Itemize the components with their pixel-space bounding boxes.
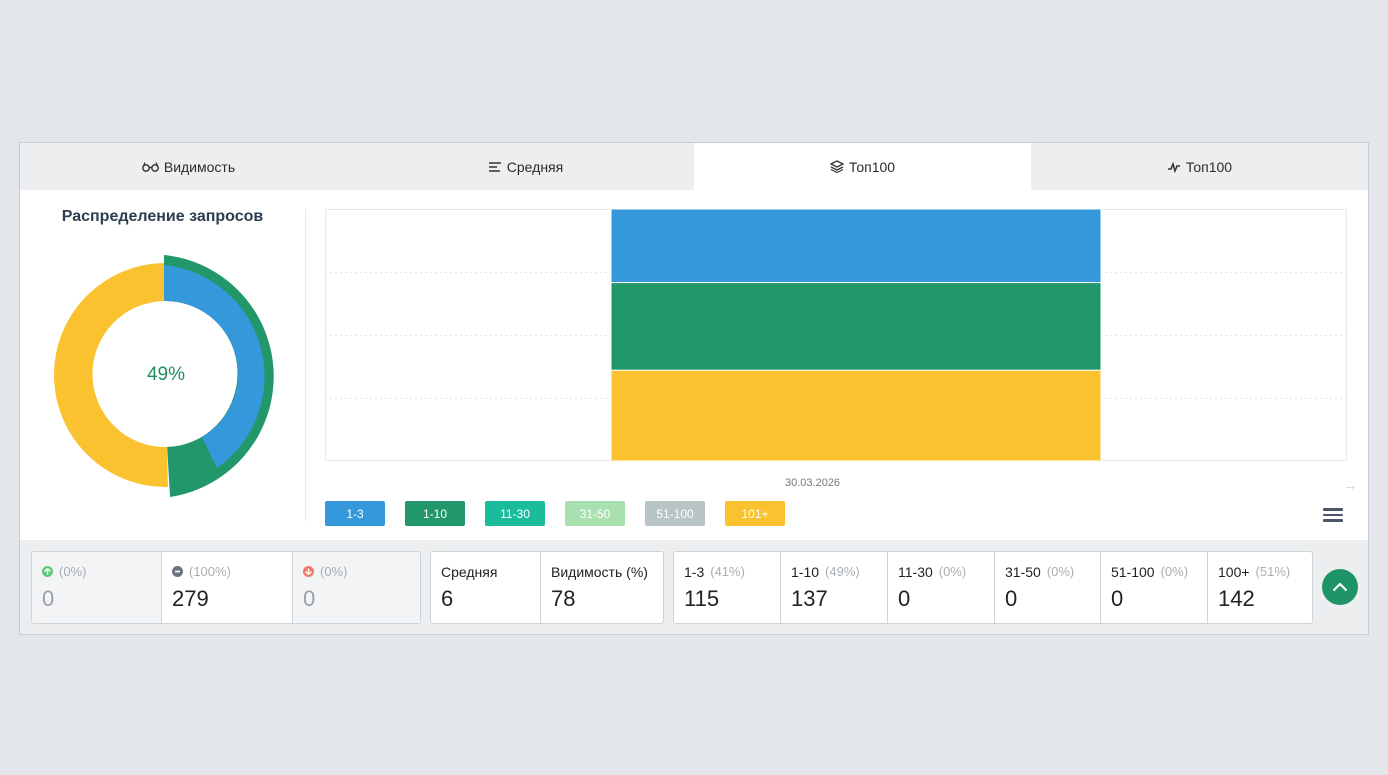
- stat-range-1-10: 1-10 (49%) 137: [780, 552, 887, 623]
- stat-declined: (0%) 0: [292, 552, 420, 623]
- tab-top100[interactable]: Топ100: [694, 143, 1031, 190]
- tab-label: Топ100: [848, 158, 896, 175]
- panel-divider: [305, 209, 306, 521]
- stat-pct: (49%): [825, 564, 860, 579]
- donut-center-label: 49%: [146, 364, 186, 385]
- stat-pct: (0%): [1160, 564, 1189, 579]
- stat-average-position: Средняя 6: [431, 552, 540, 623]
- stat-value: 0: [303, 586, 316, 611]
- tab-label: Средняя: [506, 158, 564, 175]
- scroll-top-button[interactable]: [1322, 569, 1358, 605]
- bar-segment-101plus: [610, 369, 1102, 462]
- chart-bars: [610, 209, 1102, 462]
- panel-title: Распределение запросов: [61, 208, 264, 225]
- stat-value: 115: [684, 586, 720, 611]
- stat-range-1-3: 1-3 (41%) 115: [674, 552, 780, 623]
- legend-item-11-30[interactable]: 11-30: [485, 501, 545, 526]
- legend-item-1-3[interactable]: 1-3: [325, 501, 385, 526]
- stat-label: 1-10: [791, 563, 820, 580]
- stat-pct: (0%): [59, 564, 87, 579]
- chart-scroll-right-icon[interactable]: →: [1343, 477, 1357, 493]
- stat-pct: (0%): [1046, 564, 1075, 579]
- stat-pct: (0%): [938, 564, 967, 579]
- legend-item-31-50[interactable]: 31-50: [565, 501, 625, 526]
- stat-visibility: Видимость (%) 78: [540, 552, 663, 623]
- arrow-down-icon: [303, 566, 314, 577]
- activity-icon: [1167, 161, 1181, 173]
- legend-item-51-100[interactable]: 51-100: [645, 501, 705, 526]
- x-axis-tick-label: 30.03.2026: [785, 477, 841, 489]
- stat-label: Средняя: [441, 563, 498, 580]
- stat-value: 0: [42, 586, 55, 611]
- tab-label: Топ100: [1185, 158, 1233, 175]
- tab-label: Видимость: [163, 158, 236, 175]
- tab-bar: Видимость Средняя Топ100 Топ100: [20, 143, 1368, 190]
- stat-value: 0: [898, 586, 911, 611]
- stat-improved: (0%) 0: [32, 552, 161, 623]
- legend-item-1-10[interactable]: 1-10: [405, 501, 465, 526]
- donut-segment-1-3: [164, 265, 265, 468]
- stat-value: 137: [791, 586, 828, 611]
- glasses-icon: [141, 161, 159, 173]
- tab-average[interactable]: Средняя: [357, 143, 694, 190]
- tab-top100-dynamics[interactable]: Топ100: [1031, 143, 1368, 190]
- stat-range-51-100: 51-100 (0%) 0: [1100, 552, 1207, 623]
- stat-value: 0: [1111, 586, 1124, 611]
- stat-label: 51-100: [1111, 563, 1155, 580]
- legend-item-101plus[interactable]: 101+: [725, 501, 785, 526]
- stat-pct: (41%): [710, 564, 745, 579]
- stat-pct: (51%): [1255, 564, 1291, 579]
- stat-pct: (100%): [189, 564, 231, 579]
- stat-label: Видимость (%): [551, 563, 648, 580]
- ranges-group: 1-3 (41%) 115 1-10 (49%) 137 11-30 (0%) 0 3…: [673, 551, 1313, 624]
- stat-label: 100+: [1218, 563, 1250, 580]
- stat-range-100plus: 100+ (51%) 142: [1207, 552, 1312, 623]
- top100-widget: Видимость Средняя Топ100 Топ100 Распреде…: [19, 142, 1369, 635]
- changes-group: (0%) 0 (100%) 279 (0%): [31, 551, 421, 624]
- stat-range-31-50: 31-50 (0%) 0: [994, 552, 1100, 623]
- stat-pct: (0%): [320, 564, 348, 579]
- stat-unchanged: (100%) 279: [161, 552, 292, 623]
- lines-icon: [488, 161, 502, 173]
- chart-legend: 1-3 1-10 11-30 31-50 51-100 101+: [325, 501, 785, 526]
- stat-label: 31-50: [1005, 563, 1041, 580]
- distribution-panel: Распределение запросов: [20, 190, 305, 540]
- minus-icon: [172, 566, 183, 577]
- chevron-up-icon: [1332, 582, 1348, 592]
- bar-segment-1-10: [610, 282, 1102, 371]
- bar-segment-1-3: [610, 209, 1102, 284]
- stats-strip: (0%) 0 (100%) 279 (0%): [20, 540, 1368, 634]
- tab-visibility[interactable]: Видимость: [20, 143, 357, 190]
- stat-value: 0: [1005, 586, 1018, 611]
- averages-group: Средняя 6 Видимость (%) 78: [430, 551, 664, 624]
- stat-value: 78: [551, 586, 576, 611]
- stat-label: 1-3: [684, 563, 705, 580]
- stacked-bar-chart: [325, 209, 1347, 462]
- stat-value: 142: [1218, 586, 1255, 611]
- chart-menu-icon[interactable]: [1323, 508, 1343, 524]
- stat-value: 279: [172, 586, 209, 611]
- donut-hole: [93, 303, 237, 447]
- layers-icon: [829, 160, 844, 173]
- stat-value: 6: [441, 586, 454, 611]
- stat-label: 11-30: [898, 563, 933, 580]
- arrow-up-icon: [42, 566, 53, 577]
- donut-segment-101plus: [53, 263, 168, 488]
- distribution-donut[interactable]: [46, 253, 286, 497]
- stat-range-11-30: 11-30 (0%) 0: [887, 552, 994, 623]
